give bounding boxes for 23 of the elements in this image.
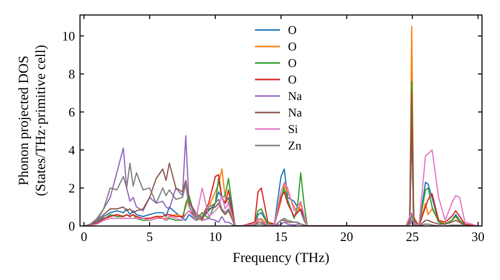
y-tick-label: 2 [68, 180, 75, 196]
x-tick-label: 25 [406, 229, 419, 244]
legend-label: O [288, 40, 297, 54]
legend-label: O [288, 72, 297, 86]
legend-label: Na [288, 89, 303, 103]
x-tick-label: 15 [274, 229, 288, 244]
x-axis-title: Frequency (THz) [232, 251, 330, 266]
y-tick-label: 10 [62, 28, 75, 44]
y-axis-title: Phonon projected DOS (States/THz·primitive cell) [17, 44, 49, 196]
x-tick-label: 10 [208, 229, 222, 244]
x-tick-label: 0 [80, 229, 88, 244]
x-tick-label: 30 [472, 229, 485, 244]
legend-label: Si [288, 122, 299, 136]
y-tick-label: 4 [68, 142, 76, 158]
y-tick-label: 8 [68, 66, 75, 82]
x-tick-label: 5 [146, 229, 153, 244]
legend-label: O [288, 23, 297, 37]
y-tick-label: 6 [68, 104, 76, 120]
legend-label: Na [288, 106, 303, 120]
legend-label: O [288, 56, 297, 70]
legend-label: Zn [288, 138, 302, 152]
x-tick-label: 20 [340, 229, 354, 244]
y-tick-label: 0 [68, 218, 75, 234]
